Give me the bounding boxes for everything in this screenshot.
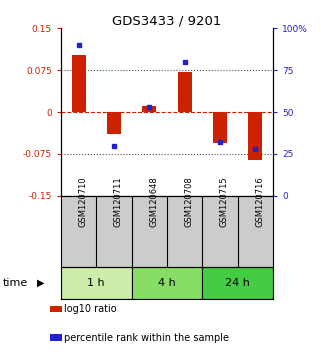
Text: 24 h: 24 h: [225, 278, 250, 288]
Text: GSM120648: GSM120648: [149, 176, 158, 227]
Text: 1 h: 1 h: [88, 278, 105, 288]
Bar: [248, 112, 262, 160]
Title: GDS3433 / 9201: GDS3433 / 9201: [112, 14, 221, 27]
Bar: [132, 267, 202, 299]
Bar: [50, 306, 62, 312]
Text: GSM120708: GSM120708: [185, 176, 194, 227]
Text: 4 h: 4 h: [158, 278, 176, 288]
Bar: [178, 72, 192, 112]
Text: percentile rank within the sample: percentile rank within the sample: [65, 332, 230, 343]
Text: GSM120711: GSM120711: [114, 176, 123, 227]
Bar: [72, 55, 86, 112]
Text: GSM120715: GSM120715: [220, 176, 229, 227]
Bar: [202, 267, 273, 299]
Text: ▶: ▶: [37, 278, 44, 288]
Text: GSM120716: GSM120716: [255, 176, 264, 227]
Bar: [213, 112, 227, 143]
Bar: [142, 107, 156, 112]
Bar: [61, 267, 132, 299]
Bar: [50, 335, 62, 341]
Text: GSM120710: GSM120710: [79, 176, 88, 227]
Text: log10 ratio: log10 ratio: [65, 304, 117, 314]
Text: time: time: [3, 278, 29, 288]
Bar: [107, 112, 121, 135]
